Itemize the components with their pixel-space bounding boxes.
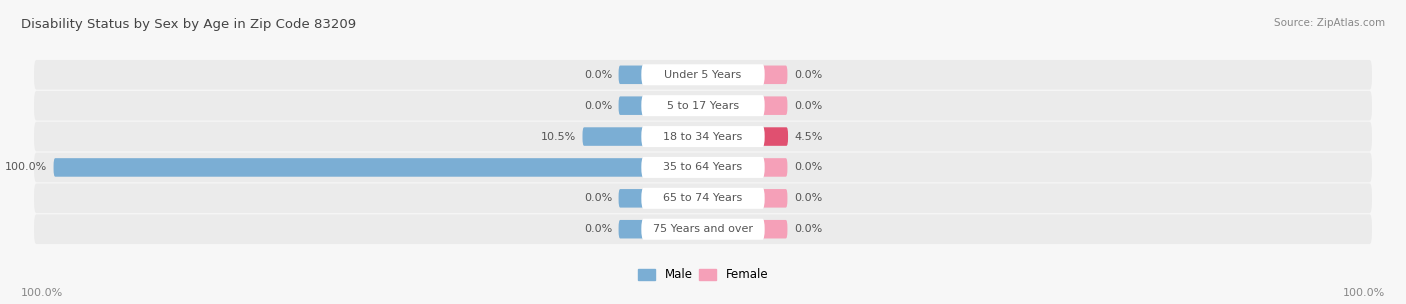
Text: 100.0%: 100.0%: [21, 288, 63, 298]
FancyBboxPatch shape: [619, 96, 644, 115]
Text: Disability Status by Sex by Age in Zip Code 83209: Disability Status by Sex by Age in Zip C…: [21, 18, 356, 31]
FancyBboxPatch shape: [34, 60, 1372, 90]
FancyBboxPatch shape: [582, 127, 644, 146]
Text: 0.0%: 0.0%: [794, 162, 823, 172]
FancyBboxPatch shape: [641, 126, 765, 147]
Text: 0.0%: 0.0%: [583, 224, 612, 234]
Text: Under 5 Years: Under 5 Years: [665, 70, 741, 80]
Text: 10.5%: 10.5%: [541, 132, 576, 142]
FancyBboxPatch shape: [762, 66, 787, 84]
FancyBboxPatch shape: [762, 189, 787, 208]
Text: 0.0%: 0.0%: [583, 70, 612, 80]
Text: 0.0%: 0.0%: [794, 193, 823, 203]
Text: 35 to 64 Years: 35 to 64 Years: [664, 162, 742, 172]
Text: 75 Years and over: 75 Years and over: [652, 224, 754, 234]
Text: 65 to 74 Years: 65 to 74 Years: [664, 193, 742, 203]
FancyBboxPatch shape: [619, 66, 644, 84]
Text: 0.0%: 0.0%: [794, 101, 823, 111]
FancyBboxPatch shape: [619, 220, 644, 238]
Text: 18 to 34 Years: 18 to 34 Years: [664, 132, 742, 142]
Text: 0.0%: 0.0%: [583, 101, 612, 111]
FancyBboxPatch shape: [641, 95, 765, 116]
FancyBboxPatch shape: [762, 158, 787, 177]
Text: 100.0%: 100.0%: [1343, 288, 1385, 298]
FancyBboxPatch shape: [53, 158, 644, 177]
Text: Source: ZipAtlas.com: Source: ZipAtlas.com: [1274, 18, 1385, 28]
Text: 0.0%: 0.0%: [583, 193, 612, 203]
FancyBboxPatch shape: [34, 153, 1372, 182]
FancyBboxPatch shape: [641, 188, 765, 209]
Legend: Male, Female: Male, Female: [633, 264, 773, 286]
Text: 5 to 17 Years: 5 to 17 Years: [666, 101, 740, 111]
FancyBboxPatch shape: [34, 184, 1372, 213]
FancyBboxPatch shape: [762, 220, 787, 238]
FancyBboxPatch shape: [762, 96, 787, 115]
Text: 0.0%: 0.0%: [794, 70, 823, 80]
Text: 0.0%: 0.0%: [794, 224, 823, 234]
Text: 4.5%: 4.5%: [794, 132, 823, 142]
FancyBboxPatch shape: [34, 91, 1372, 120]
Text: 100.0%: 100.0%: [4, 162, 46, 172]
FancyBboxPatch shape: [34, 122, 1372, 151]
FancyBboxPatch shape: [641, 64, 765, 85]
FancyBboxPatch shape: [641, 219, 765, 240]
FancyBboxPatch shape: [619, 189, 644, 208]
FancyBboxPatch shape: [641, 157, 765, 178]
FancyBboxPatch shape: [34, 214, 1372, 244]
FancyBboxPatch shape: [762, 127, 787, 146]
